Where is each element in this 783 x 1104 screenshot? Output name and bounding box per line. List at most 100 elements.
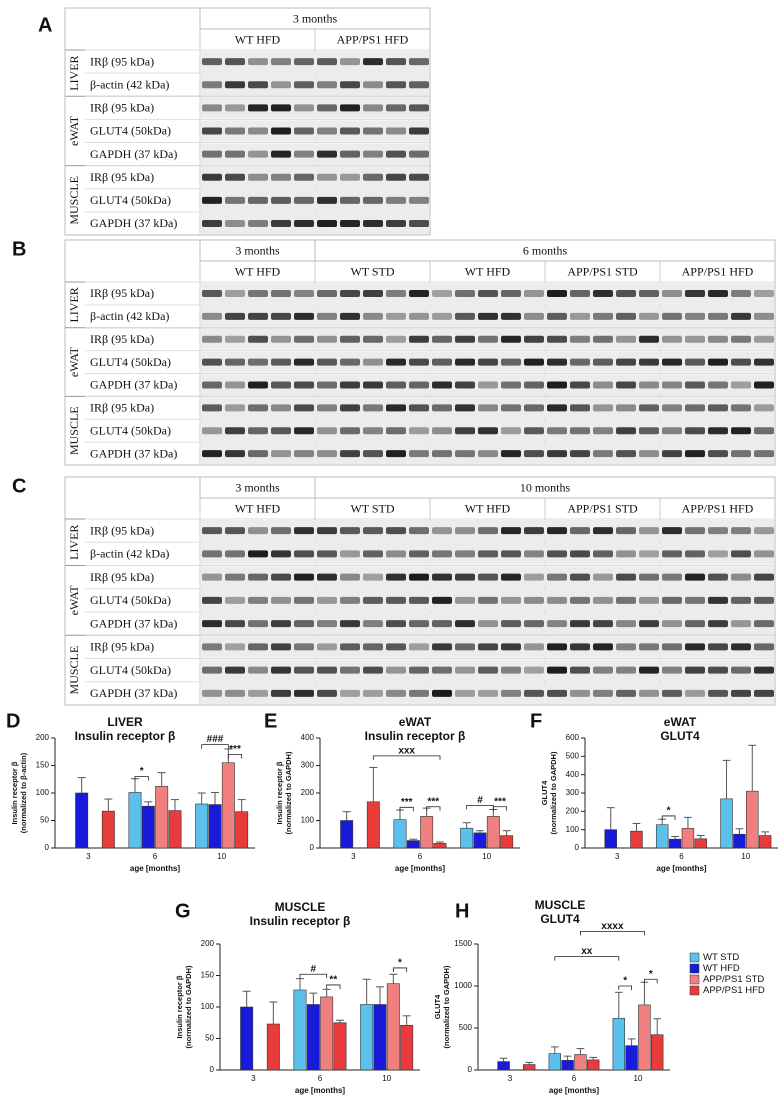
blot-band	[409, 173, 429, 181]
blot-band	[570, 358, 590, 366]
blot-band	[363, 196, 383, 204]
blot-band	[225, 573, 245, 581]
chart-title: MUSCLE	[275, 900, 326, 914]
blot-band	[340, 196, 360, 204]
blot-band	[593, 596, 613, 604]
tissue-label: LIVER	[67, 55, 81, 90]
bar	[625, 1045, 638, 1071]
protein-label: IRβ (95 kDa)	[90, 101, 154, 115]
blot-band	[524, 550, 544, 558]
blot-band	[248, 596, 268, 604]
blot-band	[363, 335, 383, 343]
blot-background	[201, 74, 429, 96]
blot-band	[501, 312, 521, 320]
blot-band	[731, 689, 751, 697]
blot-band	[340, 173, 360, 181]
blot-band	[340, 643, 360, 651]
blot-band	[754, 689, 774, 697]
blot-band	[294, 173, 314, 181]
protein-label: GLUT4 (50kDa)	[90, 423, 171, 437]
blot-band	[478, 381, 498, 389]
significance-label: *	[667, 806, 671, 817]
blot-band	[662, 358, 682, 366]
protein-label: IRβ (95 kDa)	[90, 54, 154, 68]
bar	[128, 792, 142, 849]
x-tick-label: 6	[318, 1074, 323, 1083]
bar	[746, 790, 759, 849]
bar	[155, 786, 169, 849]
legend-swatch	[689, 985, 700, 996]
blot-band	[409, 450, 429, 458]
blot-band	[731, 312, 751, 320]
y-tick-label: 100	[566, 825, 580, 834]
blot-band	[202, 381, 222, 389]
blot-band	[409, 196, 429, 204]
blot-band	[455, 312, 475, 320]
blot-band	[409, 312, 429, 320]
bar	[406, 840, 420, 849]
blot-band	[662, 689, 682, 697]
significance-bracket	[618, 985, 632, 990]
blot-band	[271, 173, 291, 181]
blot-band	[570, 666, 590, 674]
blot-band	[708, 427, 728, 435]
blot-band	[754, 381, 774, 389]
blot-band	[271, 620, 291, 628]
protein-label: IRβ (95 kDa)	[90, 640, 154, 654]
blot-band	[754, 312, 774, 320]
group-label: WT HFD	[235, 32, 281, 46]
blot-band	[616, 527, 636, 535]
tissue-label: eWAT	[67, 346, 81, 377]
x-tick-label: 6	[153, 852, 158, 861]
blot-band	[501, 450, 521, 458]
blot-band	[455, 550, 475, 558]
bar	[574, 1054, 587, 1071]
blot-band	[225, 381, 245, 389]
blot-band	[294, 289, 314, 297]
blot-band	[317, 127, 337, 135]
blot-band	[685, 666, 705, 674]
legend-label: APP/PS1 STD	[703, 974, 764, 985]
blot-band	[547, 289, 567, 297]
blot-band	[317, 289, 337, 297]
blot-band	[294, 596, 314, 604]
blot-band	[639, 550, 659, 558]
blot-band	[754, 596, 774, 604]
blot-band	[639, 312, 659, 320]
blot-band	[501, 335, 521, 343]
blot-band	[225, 104, 245, 112]
blot-band	[478, 666, 498, 674]
bar	[694, 838, 708, 849]
blot-band	[409, 666, 429, 674]
legend-label: WT STD	[703, 952, 739, 963]
bar	[497, 1061, 510, 1071]
y-tick-label: 50	[205, 1034, 214, 1043]
blot-band	[616, 289, 636, 297]
blot-band	[501, 643, 521, 651]
blot-band	[547, 527, 567, 535]
blot-band	[501, 404, 521, 412]
blot-band	[547, 689, 567, 697]
blot-band	[547, 596, 567, 604]
blot-band	[225, 666, 245, 674]
blot-band	[225, 173, 245, 181]
group-label: APP/PS1 HFD	[682, 264, 754, 278]
blot-band	[409, 550, 429, 558]
blot-band	[754, 666, 774, 674]
bar	[460, 827, 474, 849]
y-axis-label: (normalized to GAPDH)	[284, 751, 293, 834]
blot-band	[340, 335, 360, 343]
blot-band	[731, 450, 751, 458]
blot-band	[202, 643, 222, 651]
y-tick-label: 0	[575, 843, 580, 852]
blot-band	[685, 643, 705, 651]
blot-band	[294, 404, 314, 412]
x-tick-label: 6	[418, 852, 423, 861]
blot-band	[340, 358, 360, 366]
blot-band	[639, 404, 659, 412]
blot-band	[409, 427, 429, 435]
blot-band	[754, 620, 774, 628]
blot-band	[570, 427, 590, 435]
blot-band	[478, 335, 498, 343]
blot-band	[593, 643, 613, 651]
